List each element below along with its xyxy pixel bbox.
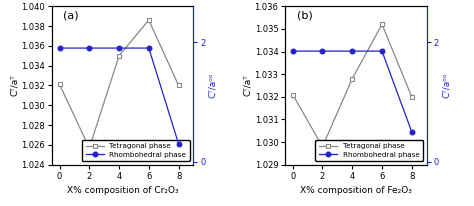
Tetragonal phase [409, 96, 415, 98]
Rhombohedral phase [86, 47, 92, 49]
Rhombohedral phase [379, 50, 385, 52]
Text: (a): (a) [64, 11, 79, 21]
Rhombohedral phase [319, 50, 325, 52]
Rhombohedral phase [146, 47, 152, 49]
Line: Tetragonal phase: Tetragonal phase [290, 22, 414, 149]
Rhombohedral phase [116, 47, 122, 49]
Line: Rhombohedral phase: Rhombohedral phase [57, 46, 181, 146]
Rhombohedral phase [349, 50, 355, 52]
X-axis label: X% composition of Cr₂O₃: X% composition of Cr₂O₃ [67, 186, 179, 195]
Text: (b): (b) [297, 11, 312, 21]
Rhombohedral phase [290, 50, 296, 52]
Tetragonal phase [116, 55, 122, 57]
Rhombohedral phase [409, 131, 415, 133]
Tetragonal phase [57, 83, 63, 86]
Y-axis label: Cᵀ/aᵀ: Cᵀ/aᵀ [243, 75, 252, 96]
Y-axis label: Cᵀ/aᵀ: Cᵀ/aᵀ [9, 75, 18, 96]
Tetragonal phase [176, 84, 182, 87]
Line: Tetragonal phase: Tetragonal phase [57, 18, 181, 150]
Tetragonal phase [319, 145, 325, 148]
X-axis label: X% composition of Fe₂O₃: X% composition of Fe₂O₃ [300, 186, 412, 195]
Tetragonal phase [349, 77, 355, 80]
Tetragonal phase [290, 93, 296, 96]
Legend: Tetragonal phase, Rhombohedral phase: Tetragonal phase, Rhombohedral phase [82, 140, 190, 161]
Line: Rhombohedral phase: Rhombohedral phase [290, 49, 414, 134]
Rhombohedral phase [57, 47, 63, 49]
Tetragonal phase [379, 23, 385, 26]
Y-axis label: Cᵀ/aᵒᵒ: Cᵀ/aᵒᵒ [442, 73, 451, 98]
Y-axis label: Cᵀ/aᵒᵒ: Cᵀ/aᵒᵒ [209, 73, 218, 98]
Legend: Tetragonal phase, Rhombohedral phase: Tetragonal phase, Rhombohedral phase [315, 140, 423, 161]
Tetragonal phase [86, 147, 92, 149]
Rhombohedral phase [176, 143, 182, 145]
Tetragonal phase [146, 19, 152, 21]
